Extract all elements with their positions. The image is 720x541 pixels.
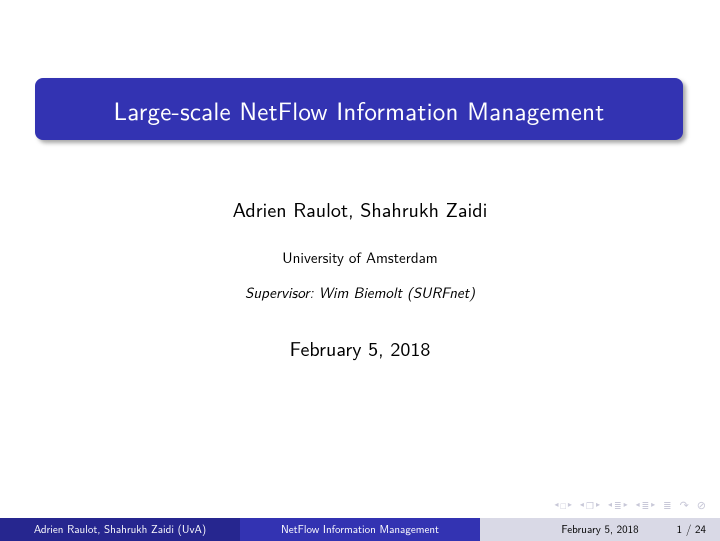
nav-section-group[interactable]: ◂ ≣ ▸	[636, 501, 656, 510]
nav-section-icon: ≣	[642, 501, 650, 510]
nav-next-slide-icon: ▸	[568, 501, 572, 509]
nav-next-frame-icon: ▸	[596, 501, 600, 509]
footline-title: NetFlow Information Management	[240, 518, 480, 541]
footline-page-number: 1 / 24	[677, 518, 706, 541]
nav-slide-group[interactable]: ◂ □ ▸	[554, 501, 571, 510]
footline-author: Adrien Raulot, Shahrukh Zaidi (UvA)	[0, 518, 240, 541]
nav-subsection-icon: ≣	[614, 501, 622, 510]
nav-next-section-icon: ▸	[651, 501, 655, 509]
nav-next-subsection-icon: ▸	[624, 501, 628, 509]
date-line: February 5, 2018	[0, 334, 720, 363]
nav-prev-subsection-icon: ◂	[608, 501, 612, 509]
supervisor-line: Supervisor: Wim Biemolt (SURFnet)	[0, 281, 720, 303]
nav-frame-group[interactable]: ◂ ❐ ▸	[580, 501, 600, 510]
nav-back-icon[interactable]: ↷	[680, 497, 689, 513]
nav-frame-icon: ❐	[586, 501, 594, 510]
nav-slide-icon: □	[560, 501, 565, 510]
presentation-title: Large-scale NetFlow Information Manageme…	[114, 91, 605, 128]
nav-prev-frame-icon: ◂	[580, 501, 584, 509]
author-line: Adrien Raulot, Shahrukh Zaidi	[0, 195, 720, 224]
nav-search-icon[interactable]: ⊘	[697, 497, 706, 513]
footline-date-segment: February 5, 2018 1 / 24	[480, 518, 720, 541]
footline-date: February 5, 2018	[561, 518, 638, 541]
nav-doc-icon[interactable]: ≣	[663, 498, 671, 513]
slide: Large-scale NetFlow Information Manageme…	[0, 0, 720, 541]
nav-prev-section-icon: ◂	[636, 501, 640, 509]
nav-symbols: ◂ □ ▸ ◂ ❐ ▸ ◂ ≣ ▸ ◂ ≣ ▸ ≣ ↷ ⊘	[554, 497, 706, 513]
nav-prev-slide-icon: ◂	[554, 501, 558, 509]
nav-subsection-group[interactable]: ◂ ≣ ▸	[608, 501, 628, 510]
title-block: Large-scale NetFlow Information Manageme…	[35, 78, 683, 140]
footline: Adrien Raulot, Shahrukh Zaidi (UvA) NetF…	[0, 518, 720, 541]
affiliation-line: University of Amsterdam	[0, 246, 720, 268]
